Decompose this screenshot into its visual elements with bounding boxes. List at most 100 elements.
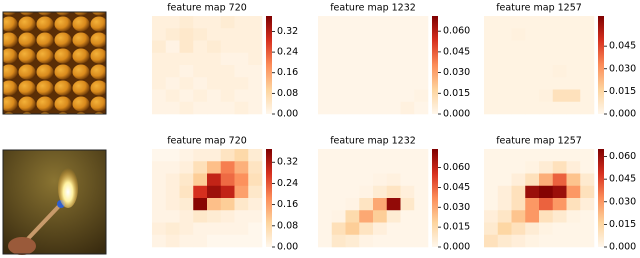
heatmap-cell	[165, 28, 180, 41]
heatmap-cell	[179, 173, 194, 187]
heatmap-cell	[331, 89, 346, 103]
heatmap-cell	[248, 77, 263, 90]
heatmap-cell	[566, 210, 581, 223]
heatmap-cell	[234, 210, 249, 223]
heatmap-cell	[539, 52, 554, 66]
heatmap-cell	[497, 28, 512, 41]
heatmap-cell	[165, 89, 180, 103]
heatmap-cell	[152, 198, 167, 211]
heatmap-cell	[580, 101, 595, 115]
heatmap-cell	[511, 28, 526, 41]
heatmap-cell	[497, 185, 512, 199]
heatmap-cell	[179, 65, 194, 78]
colorbar-tick-label: 0.000	[443, 109, 470, 120]
panel-title: feature map 1257	[496, 3, 582, 14]
heatmap-cell	[484, 40, 499, 54]
heatmap-cell	[525, 222, 540, 236]
heatmap-cell	[484, 173, 499, 187]
heatmap-cell	[414, 149, 429, 162]
heatmap-cell	[484, 234, 499, 248]
heatmap-cell	[234, 89, 249, 103]
heatmap-cell	[580, 149, 595, 162]
heatmap-cell	[331, 77, 346, 90]
colorbar-tick-label: 0.030	[443, 202, 470, 213]
heatmap-cell	[497, 222, 512, 236]
heatmap-cell	[220, 222, 235, 236]
heatmap-cell	[152, 234, 167, 248]
heatmap-cell	[152, 65, 167, 78]
heatmap-cell	[345, 101, 360, 115]
heatmap-cell	[248, 161, 263, 174]
heatmap-cell	[539, 234, 554, 248]
heatmap-cell	[165, 198, 180, 211]
colorbar-tick-label: 0.00	[277, 109, 298, 120]
heatmap-cell	[484, 185, 499, 199]
heatmap-cell	[386, 149, 401, 162]
heatmap-cell	[220, 77, 235, 90]
heatmap-cell	[580, 161, 595, 174]
heatmap-cell	[414, 77, 429, 90]
heatmap-cell	[345, 149, 360, 162]
heatmap-cell	[165, 77, 180, 90]
heatmap-cell	[400, 161, 415, 174]
heatmap-cell	[552, 222, 567, 236]
heatmap-cell	[248, 52, 263, 66]
heatmap-cell	[207, 40, 222, 54]
heatmap-cell	[511, 16, 526, 29]
heatmap-cell	[331, 65, 346, 78]
heatmap-cell	[414, 161, 429, 174]
colorbar-tick-label: 0.08	[277, 220, 298, 231]
heatmap-cell	[497, 198, 512, 211]
heatmap-cell	[373, 222, 388, 236]
heatmap-cell	[414, 16, 429, 29]
heatmap-cell	[373, 52, 388, 66]
colorbar-tick-label: 0.000	[609, 242, 636, 253]
heatmap-cell	[497, 173, 512, 187]
heatmap-cell	[484, 65, 499, 78]
heatmap-cell	[580, 185, 595, 199]
heatmap-cell	[580, 234, 595, 248]
heatmap-cell	[248, 40, 263, 54]
heatmap-cell	[318, 198, 333, 211]
heatmap-cell	[552, 89, 567, 103]
heatmap-cell	[331, 52, 346, 66]
heatmap-cell	[193, 89, 208, 103]
colorbar	[266, 149, 272, 247]
heatmap-cell	[414, 40, 429, 54]
heatmap-cell	[511, 89, 526, 103]
colorbar	[598, 16, 604, 114]
heatmap-cell	[318, 210, 333, 223]
heatmap-cell	[220, 173, 235, 187]
heatmap-cell	[179, 222, 194, 236]
heatmap-cell	[193, 198, 208, 211]
heatmap-cell	[234, 161, 249, 174]
heatmap-cell	[552, 28, 567, 41]
heatmap-cell	[220, 89, 235, 103]
heatmap-cell	[580, 198, 595, 211]
heatmap-cell	[552, 65, 567, 78]
heatmap-cell	[234, 101, 249, 115]
heatmap-cell	[193, 161, 208, 174]
heatmap-cell	[152, 89, 167, 103]
heatmap-cell	[497, 234, 512, 248]
heatmap-cell	[248, 198, 263, 211]
colorbar-tick-label: 0.015	[443, 222, 470, 233]
heatmap-cell	[400, 40, 415, 54]
heatmap-cell	[386, 16, 401, 29]
heatmap-cell	[331, 16, 346, 29]
heatmap-cell	[207, 16, 222, 29]
heatmap-cell	[318, 101, 333, 115]
colorbar-tick-label: 0.24	[277, 178, 298, 189]
heatmap-cell	[552, 161, 567, 174]
heatmap-cell	[318, 89, 333, 103]
heatmap-cell	[539, 16, 554, 29]
heatmap-cell	[566, 161, 581, 174]
heatmap-cell	[525, 16, 540, 29]
heatmap-cell	[359, 52, 374, 66]
heatmap-cell	[318, 222, 333, 236]
heatmap-cell	[165, 210, 180, 223]
heatmap-cell	[331, 185, 346, 199]
heatmap-cell	[220, 185, 235, 199]
heatmap-cell	[386, 210, 401, 223]
